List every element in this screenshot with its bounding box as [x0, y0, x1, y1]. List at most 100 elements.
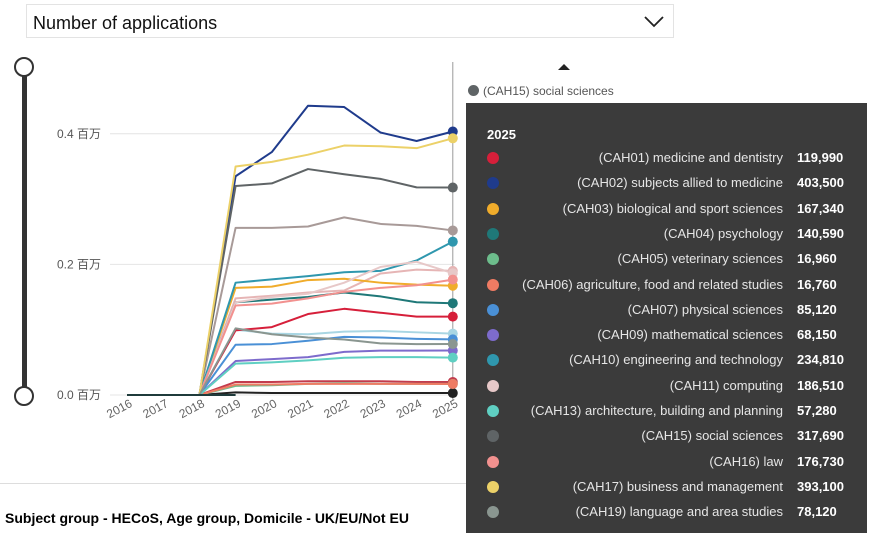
legend-dot-icon [487, 480, 499, 493]
tooltip-row: (CAH03) biological and sport sciences 167… [466, 198, 867, 220]
y-tick-label: 0.4 百万 [57, 127, 101, 141]
tooltip-series-value: 57,280 [797, 403, 837, 418]
hover-top-label-text: (CAH15) social sciences [483, 84, 614, 98]
tooltip-series-value: 16,760 [797, 276, 837, 292]
x-tick-label: 2019 [213, 396, 243, 421]
x-tick-label: 2025 [430, 396, 460, 421]
range-slider-bottom-handle[interactable] [14, 386, 34, 406]
tooltip-series-name: (CAH17) business and management [572, 478, 783, 494]
metric-dropdown[interactable]: Number of applications [26, 4, 674, 38]
tooltip-row: (CAH19) language and area studies 78,120 [466, 501, 867, 523]
hover-top-label: (CAH15) social sciences [468, 84, 614, 98]
hover-marker [447, 338, 458, 349]
hover-tooltip: 2025 (CAH01) medicine and dentistry 119,9… [466, 103, 867, 533]
legend-dot-icon [487, 303, 499, 316]
tooltip-series-name: (CAH02) subjects allied to medicine [577, 175, 783, 191]
legend-dot-icon [487, 152, 499, 164]
hover-marker [447, 182, 458, 193]
series-line-9 [127, 260, 454, 396]
tooltip-series-name: (CAH15) social sciences [641, 428, 783, 444]
hover-marker [447, 311, 458, 322]
tooltip-series-name: (CAH10) engineering and technology [569, 352, 783, 368]
tooltip-series-value: 85,120 [797, 301, 837, 317]
x-tick-label: 2024 [394, 396, 424, 421]
hover-marker [447, 133, 458, 144]
x-tick-label: 2020 [249, 396, 279, 421]
legend-dot-icon [468, 85, 479, 96]
hover-marker [447, 388, 458, 399]
tooltip-row: (CAH09) mathematical sciences 68,150 [466, 324, 867, 346]
x-tick-label: 2023 [358, 396, 388, 421]
legend-dot-icon [487, 430, 499, 443]
series-line-12 [127, 278, 453, 396]
tooltip-series-value: 317,690 [797, 428, 844, 444]
divider [0, 483, 466, 484]
tooltip-series-name: (CAH04) psychology [663, 225, 783, 241]
x-tick-label: 2016 [104, 396, 134, 421]
tooltip-row: (CAH01) medicine and dentistry 119,990 [466, 147, 867, 169]
tooltip-series-value: 403,500 [797, 175, 844, 191]
range-slider-top-handle[interactable] [14, 57, 34, 77]
series-line-10 [127, 356, 453, 396]
x-tick-label: 2022 [321, 396, 351, 421]
tooltip-series-name: (CAH03) biological and sport sciences [562, 200, 783, 216]
tooltip-row: (CAH16) law 176,730 [466, 451, 867, 473]
tooltip-series-value: 119,990 [797, 150, 844, 165]
tooltip-series-value: 68,150 [797, 327, 837, 343]
tooltip-row: (CAH07) physical sciences 85,120 [466, 299, 867, 321]
tooltip-row: (CAH05) veterinary sciences 16,960 [466, 248, 867, 270]
tooltip-row: (CAH06) agriculture, food and related st… [466, 274, 867, 296]
series-line-1 [127, 104, 454, 396]
tooltip-row: (CAH02) subjects allied to medicine 403,5… [466, 172, 867, 194]
metric-dropdown-label: Number of applications [33, 13, 218, 33]
legend-dot-icon [487, 405, 499, 417]
tooltip-series-name: (CAH09) mathematical sciences [597, 327, 783, 343]
tooltip-row: (CAH11) computing 186,510 [466, 375, 867, 397]
tooltip-row: (CAH13) architecture, building and plann… [466, 400, 867, 422]
tooltip-row: (CAH15) social sciences 317,690 [466, 425, 867, 447]
range-slider-track[interactable] [22, 66, 27, 396]
legend-dot-icon [487, 455, 499, 468]
tooltip-series-name: (CAH19) language and area studies [575, 504, 783, 520]
legend-dot-icon [487, 506, 499, 519]
legend-dot-icon [487, 227, 499, 240]
tooltip-series-value: 140,590 [797, 225, 844, 241]
sort-arrow-icon [558, 64, 570, 70]
tooltip-row: (CAH17) business and management 393,100 [466, 476, 867, 498]
tooltip-series-value: 167,340 [797, 200, 844, 216]
tooltip-year: 2025 [487, 127, 516, 142]
tooltip-series-value: 176,730 [797, 453, 844, 469]
tooltip-series-value: 78,120 [797, 504, 837, 520]
legend-dot-icon [487, 202, 499, 215]
tooltip-series-value: 186,510 [797, 377, 844, 393]
tooltip-row: (CAH04) psychology 140,590 [466, 223, 867, 245]
x-tick-label: 2017 [140, 396, 170, 421]
hover-marker [447, 225, 458, 236]
tooltip-series-name: (CAH11) computing [669, 377, 783, 393]
hover-marker [447, 379, 458, 390]
legend-dot-icon [487, 278, 499, 291]
x-tick-label: 2021 [285, 396, 315, 421]
hover-marker [447, 236, 458, 247]
legend-dot-icon [487, 253, 499, 266]
tooltip-series-name: (CAH01) medicine and dentistry [598, 150, 783, 165]
subject-group-label: Subject group - HECoS, Age group, Domici… [5, 510, 409, 526]
legend-dot-icon [487, 177, 499, 190]
tooltip-row: (CAH10) engineering and technology 234,81… [466, 349, 867, 371]
y-tick-label: 0.0 百万 [57, 388, 101, 402]
series-line-6 [127, 335, 453, 396]
legend-dot-icon [487, 354, 499, 367]
tooltip-series-name: (CAH07) physical sciences [627, 301, 783, 317]
tooltip-series-value: 234,810 [797, 352, 844, 368]
tooltip-series-name: (CAH06) agriculture, food and related st… [522, 276, 783, 292]
chevron-down-icon [644, 16, 664, 28]
hover-marker [447, 298, 458, 309]
tooltip-series-name: (CAH16) law [709, 453, 783, 469]
tooltip-series-value: 393,100 [797, 478, 844, 494]
tooltip-series-name: (CAH13) architecture, building and plann… [530, 403, 783, 418]
hover-marker [447, 274, 458, 285]
hover-marker [447, 352, 458, 363]
legend-dot-icon [487, 379, 499, 392]
tooltip-series-value: 16,960 [797, 251, 837, 267]
